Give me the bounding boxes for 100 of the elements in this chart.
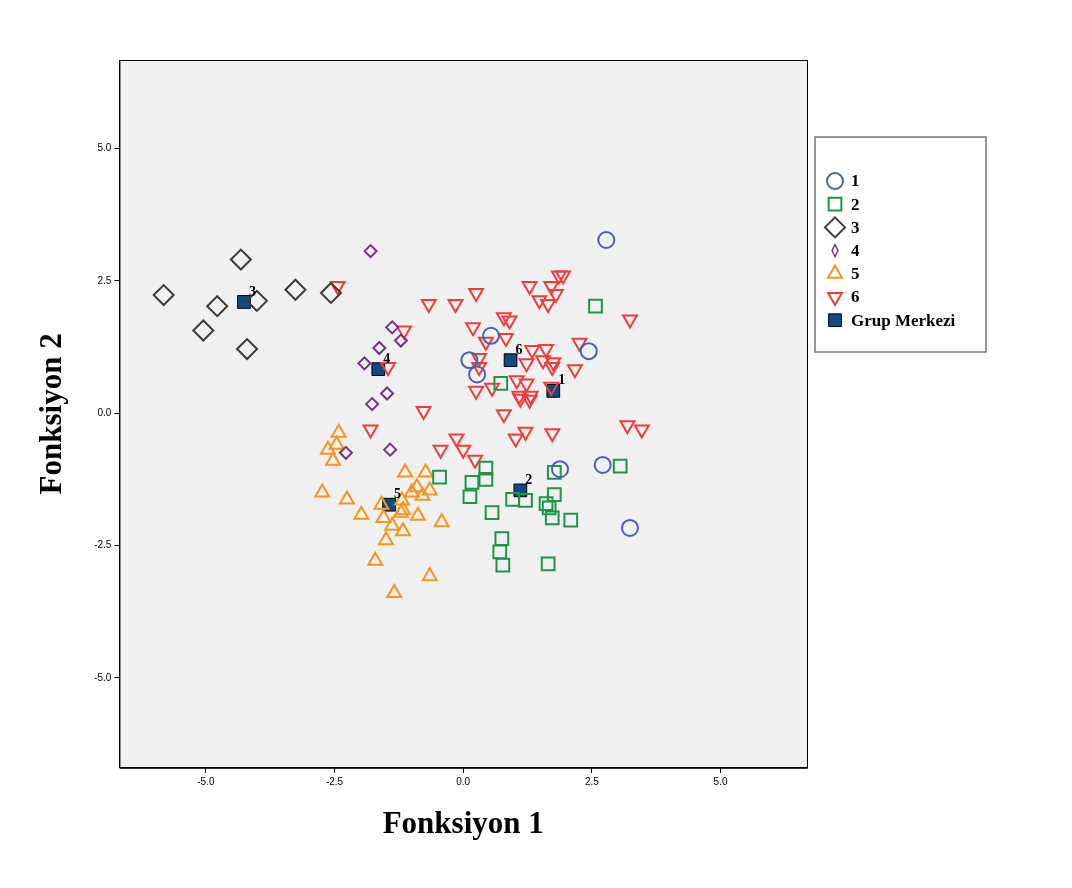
point [620,518,639,537]
point [403,483,420,498]
annotation: 3 [248,283,256,299]
point [417,463,434,478]
y-tick-label: 2.5 [97,274,112,286]
point [566,364,583,379]
point [468,365,487,384]
point [544,428,561,443]
point [543,281,560,296]
x-axis-title: Fonksiyon 1 [382,805,544,841]
point [365,397,380,412]
annotation: 5 [394,486,402,502]
legend-label: 2 [851,194,860,214]
point [546,465,562,480]
point [353,505,370,520]
point [493,376,509,391]
point [152,284,175,307]
point [547,288,564,303]
point [478,460,494,476]
legend-label: 5 [851,264,860,284]
point [380,386,395,401]
point [462,489,478,505]
point [551,270,567,285]
legend-label: Grup Merkezi [851,310,956,330]
point [471,362,488,377]
point [448,433,465,448]
point [192,319,215,342]
point [518,358,535,373]
point [357,356,372,371]
point [384,516,401,531]
point [633,424,650,439]
x-tick-label: -5.0 [197,775,215,787]
point [622,314,638,329]
legend-label: 4 [851,240,860,260]
point [593,455,612,474]
y-axis-title: Fonksiyon 2 [32,333,68,495]
annotation: 1 [558,372,566,388]
point [367,551,384,566]
point [540,556,556,572]
point [338,490,355,505]
point [495,312,512,327]
point [544,510,560,526]
annotation: 2 [525,472,533,488]
y-tick-label: 5.0 [97,142,112,154]
point [414,486,431,501]
point [541,500,557,516]
point [495,557,511,573]
point [314,483,331,498]
point [477,336,494,351]
point [467,454,483,469]
point [380,362,397,377]
point [495,409,512,424]
point [535,355,551,370]
point [531,295,548,310]
point [432,469,447,485]
point [508,375,525,390]
point [386,584,403,599]
point [501,315,518,330]
y-tick-label: -5.0 [94,671,112,683]
point [518,493,533,508]
point [505,492,520,507]
point [420,299,437,314]
point [507,433,524,448]
point [375,508,392,523]
point [383,442,398,457]
point [555,270,571,285]
point [503,353,518,368]
point [544,362,561,377]
point [421,567,438,582]
point [546,487,562,502]
point [373,495,390,510]
point [415,405,432,420]
point [521,394,538,409]
legend-label: 1 [851,171,860,191]
point [482,326,501,345]
point [612,458,628,474]
point [484,505,500,520]
point [393,333,408,348]
point [579,342,598,361]
point [484,382,500,397]
legend-label: 6 [851,287,860,307]
point [563,512,579,528]
point [362,424,379,439]
point [395,522,411,537]
x-tick-label: 0.0 [456,775,471,787]
point [517,426,534,441]
point [432,444,449,459]
point [492,544,508,560]
point [338,445,353,460]
point [421,481,438,496]
point [465,322,481,337]
legend-label: 3 [851,217,860,237]
point [396,325,412,340]
point [524,345,541,360]
point [471,353,488,368]
x-tick-label: 2.5 [584,775,600,787]
point [498,332,514,347]
point [410,506,426,521]
point [464,475,480,490]
point [619,420,636,435]
